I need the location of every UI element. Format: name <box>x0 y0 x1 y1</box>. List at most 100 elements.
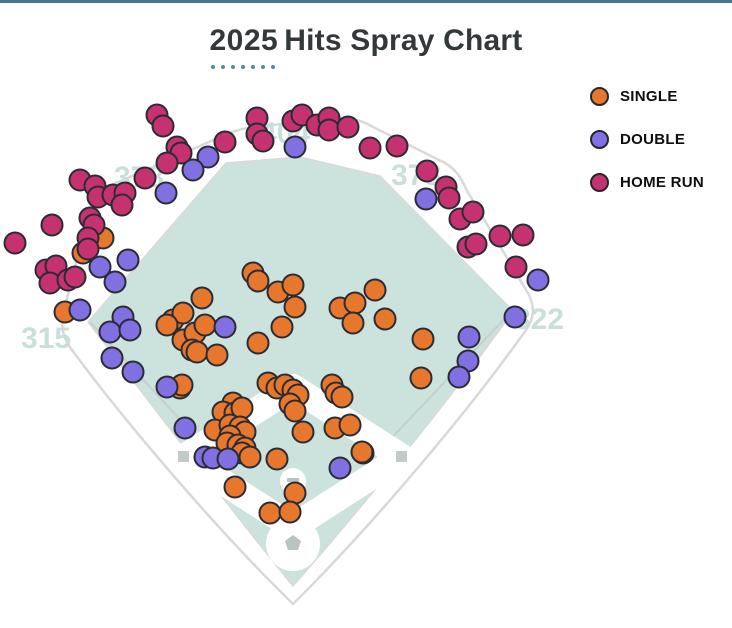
hit-dot-single <box>341 311 365 335</box>
hit-dot-single <box>190 286 214 310</box>
hit-dot-double <box>213 315 237 339</box>
hits-layer <box>3 103 550 525</box>
hit-dot-home_run <box>40 213 64 237</box>
hit-dot-home_run <box>488 224 512 248</box>
hit-dot-single <box>155 313 179 337</box>
hit-dot-double <box>98 320 122 344</box>
hit-dot-home_run <box>151 114 175 138</box>
hit-dot-single <box>343 291 367 315</box>
hit-dot-home_run <box>3 231 27 255</box>
hit-dot-double <box>526 268 550 292</box>
home-plate <box>285 535 301 550</box>
legend-item-home-run: HOME RUN <box>590 173 704 192</box>
legend-item-double: DOUBLE <box>590 130 704 149</box>
hit-dot-home_run <box>133 166 157 190</box>
pitcher-rubber <box>287 478 299 482</box>
hit-dot-double <box>447 365 471 389</box>
hit-dot-home_run <box>76 237 100 261</box>
hit-dot-double <box>154 181 178 205</box>
single-legend-dot-icon <box>590 87 609 106</box>
title-underline-dots <box>211 65 276 69</box>
outfield-grass <box>87 156 514 587</box>
hit-dot-single <box>409 366 433 390</box>
title-year: 2025 <box>209 24 279 57</box>
title-underline-dot-icon <box>211 65 216 69</box>
hit-dot-single <box>205 343 229 367</box>
third-base <box>178 451 189 462</box>
home-run-legend-dot-icon <box>590 173 609 192</box>
hit-dot-double <box>100 346 124 370</box>
hit-dot-double <box>457 325 481 349</box>
hit-dot-double <box>414 187 438 211</box>
top-border <box>0 0 732 3</box>
legend-item-single: SINGLE <box>590 87 704 106</box>
hit-dot-single <box>283 399 307 423</box>
hit-dot-double <box>216 447 240 471</box>
hit-dot-home_run <box>110 193 134 217</box>
hit-dot-home_run <box>437 186 461 210</box>
hit-dot-single <box>238 445 262 469</box>
title-text: Hits Spray Chart <box>284 24 523 57</box>
title-underline-dot-icon <box>241 65 246 69</box>
hit-dot-double <box>328 456 352 480</box>
hit-dot-double <box>68 298 92 322</box>
hit-dot-single <box>171 301 195 325</box>
hit-dot-home_run <box>461 200 485 224</box>
hit-dot-double <box>121 360 145 384</box>
hit-dot-single <box>246 269 270 293</box>
hit-dot-home_run <box>511 223 535 247</box>
hit-dot-home_run <box>415 159 439 183</box>
title-underline-dot-icon <box>261 65 266 69</box>
hit-dot-single <box>281 273 305 297</box>
legend-label-double: DOUBLE <box>620 131 686 148</box>
hit-dot-home_run <box>251 129 275 153</box>
first-base <box>396 451 407 462</box>
hit-dot-home_run <box>336 115 360 139</box>
page-title: 2025 Hits Spray Chart <box>0 24 732 69</box>
hit-dot-home_run <box>358 136 382 160</box>
hit-dot-double <box>118 318 142 342</box>
hit-dot-home_run <box>155 151 179 175</box>
hit-dot-home_run <box>464 232 488 256</box>
title-underline-dot-icon <box>271 65 276 69</box>
hit-dot-single <box>338 413 362 437</box>
hit-dot-single <box>283 295 307 319</box>
legend-label-home-run: HOME RUN <box>620 174 705 191</box>
hit-dot-double <box>103 270 127 294</box>
hit-dot-single <box>246 331 270 355</box>
hit-dot-single <box>278 500 302 524</box>
title-underline-dot-icon <box>251 65 256 69</box>
hit-dot-home_run <box>317 118 341 142</box>
hit-dot-home_run <box>504 255 528 279</box>
hit-dot-single <box>193 313 217 337</box>
hit-dot-double <box>196 145 220 169</box>
title-underline-dot-icon <box>221 65 226 69</box>
hit-dot-single <box>283 481 307 505</box>
hit-dot-double <box>181 158 205 182</box>
wall-distance-label: 315 <box>21 322 71 355</box>
hit-dot-single <box>373 307 397 331</box>
hit-dot-home_run <box>63 265 87 289</box>
hit-dot-double <box>88 255 112 279</box>
legend-label-single: SINGLE <box>620 88 678 105</box>
hit-dot-double <box>116 248 140 272</box>
hit-dot-home_run <box>213 130 237 154</box>
hit-dot-single <box>291 420 315 444</box>
hit-dot-single <box>270 315 294 339</box>
hit-dot-single <box>350 440 374 464</box>
hit-dot-single <box>258 501 282 525</box>
hit-dot-single <box>265 447 289 471</box>
double-legend-dot-icon <box>590 130 609 149</box>
hit-dot-home_run <box>385 134 409 158</box>
hit-dot-single <box>223 475 247 499</box>
hit-dot-double <box>503 305 527 329</box>
hit-dot-double <box>155 375 179 399</box>
hit-dot-single <box>363 278 387 302</box>
hit-dot-single <box>185 340 209 364</box>
hit-dot-single <box>330 385 354 409</box>
title-underline-dot-icon <box>231 65 236 69</box>
hit-dot-single <box>411 327 435 351</box>
hit-dot-double <box>173 416 197 440</box>
